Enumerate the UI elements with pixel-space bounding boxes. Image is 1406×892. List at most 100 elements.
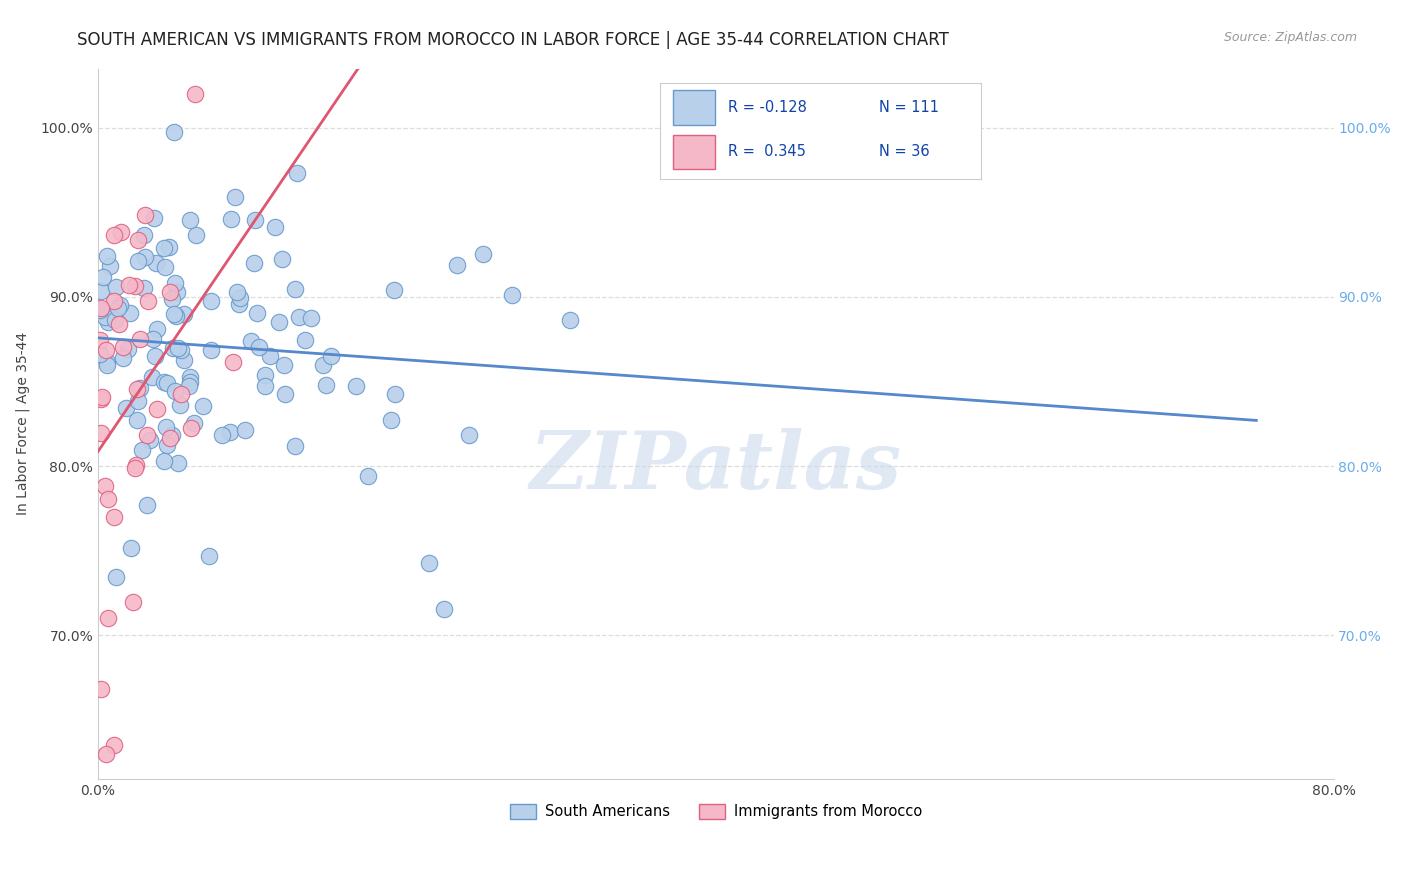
Point <box>103 293 125 308</box>
Text: Source: ZipAtlas.com: Source: ZipAtlas.com <box>1223 31 1357 45</box>
Point <box>124 460 146 475</box>
Point <box>98 260 121 274</box>
Text: ZIPatlas: ZIPatlas <box>530 428 901 505</box>
Point <box>125 458 148 472</box>
Point <box>96 354 118 368</box>
Point <box>132 281 155 295</box>
Point <box>167 456 190 470</box>
Point <box>344 379 367 393</box>
Point <box>224 190 246 204</box>
Point <box>89 347 111 361</box>
Point <box>97 316 120 330</box>
Point <box>97 491 120 506</box>
Point <box>90 301 112 315</box>
Point <box>228 297 250 311</box>
Point <box>103 509 125 524</box>
Point <box>104 570 127 584</box>
Point <box>163 307 186 321</box>
Point <box>284 282 307 296</box>
Point <box>115 401 138 415</box>
Point <box>321 349 343 363</box>
Point <box>169 386 191 401</box>
Point <box>254 379 277 393</box>
Point <box>127 233 149 247</box>
Point <box>89 302 111 317</box>
Point <box>90 681 112 696</box>
Point <box>155 260 177 274</box>
Point <box>271 252 294 267</box>
Point <box>299 311 322 326</box>
Point <box>259 349 281 363</box>
Point <box>165 309 187 323</box>
Point <box>167 341 190 355</box>
Point <box>357 469 380 483</box>
Point <box>170 343 193 357</box>
Point <box>103 739 125 753</box>
Point <box>157 240 180 254</box>
Point <box>156 438 179 452</box>
Point <box>179 379 201 393</box>
Point <box>156 376 179 390</box>
Y-axis label: In Labor Force | Age 35-44: In Labor Force | Age 35-44 <box>15 333 30 516</box>
Point <box>159 285 181 299</box>
Point <box>243 256 266 270</box>
Point <box>117 342 139 356</box>
Point <box>384 284 406 298</box>
Point <box>127 394 149 409</box>
Point <box>139 433 162 447</box>
Point <box>384 387 406 401</box>
Point <box>173 307 195 321</box>
Point <box>288 310 311 325</box>
Point <box>198 549 221 563</box>
Point <box>129 381 152 395</box>
Point <box>219 212 242 227</box>
Point <box>160 292 183 306</box>
Point <box>191 399 214 413</box>
Point <box>169 398 191 412</box>
Point <box>135 498 157 512</box>
Point <box>90 284 112 298</box>
Point <box>186 227 208 242</box>
Point <box>284 439 307 453</box>
Point <box>162 428 184 442</box>
Point <box>247 340 270 354</box>
Point <box>418 556 440 570</box>
Text: SOUTH AMERICAN VS IMMIGRANTS FROM MOROCCO IN LABOR FORCE | AGE 35-44 CORRELATION: SOUTH AMERICAN VS IMMIGRANTS FROM MOROCC… <box>77 31 949 49</box>
Point <box>94 343 117 357</box>
Point <box>134 250 156 264</box>
Point <box>107 301 129 315</box>
Point <box>243 213 266 227</box>
Point <box>254 368 277 382</box>
Point <box>183 416 205 430</box>
Point <box>233 424 256 438</box>
Point <box>94 747 117 761</box>
Point <box>146 322 169 336</box>
Point <box>315 377 337 392</box>
Point <box>118 278 141 293</box>
Point <box>180 421 202 435</box>
Point <box>285 166 308 180</box>
Point <box>124 278 146 293</box>
Point <box>312 359 335 373</box>
Point <box>94 479 117 493</box>
Point <box>125 382 148 396</box>
Point <box>558 313 581 327</box>
Point <box>129 332 152 346</box>
Point <box>153 241 176 255</box>
Point <box>120 541 142 555</box>
Point <box>229 291 252 305</box>
Point <box>179 370 201 384</box>
Point <box>142 332 165 346</box>
Point <box>211 427 233 442</box>
Point <box>107 318 129 332</box>
Point <box>136 293 159 308</box>
Point <box>163 277 186 291</box>
Point <box>110 225 132 239</box>
Point <box>274 387 297 401</box>
Point <box>94 310 117 324</box>
Point <box>96 359 118 373</box>
Point <box>457 428 479 442</box>
Legend: South Americans, Immigrants from Morocco: South Americans, Immigrants from Morocco <box>503 798 928 825</box>
Point <box>294 333 316 347</box>
Point <box>200 293 222 308</box>
